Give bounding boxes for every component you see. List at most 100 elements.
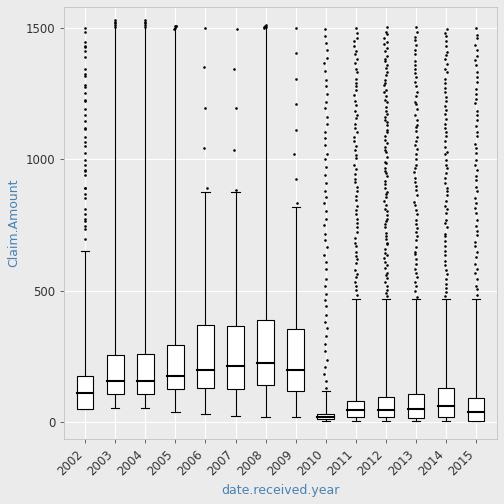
Point xyxy=(81,125,89,134)
Point xyxy=(322,384,330,392)
Point xyxy=(382,86,390,94)
Point xyxy=(382,183,390,192)
Point xyxy=(262,21,270,29)
Point xyxy=(413,293,421,301)
Point xyxy=(472,149,480,157)
Bar xyxy=(468,399,484,421)
Point xyxy=(412,41,420,49)
Point xyxy=(443,48,451,56)
Point xyxy=(411,287,419,295)
Point xyxy=(472,95,480,103)
Point xyxy=(382,71,390,79)
Point xyxy=(350,161,358,169)
Point xyxy=(381,47,389,55)
Point xyxy=(383,43,391,51)
Point xyxy=(382,190,390,198)
Point xyxy=(441,55,449,63)
Point xyxy=(413,116,421,124)
Bar xyxy=(77,376,93,409)
Point xyxy=(471,242,479,250)
Point xyxy=(442,129,450,137)
Point xyxy=(81,225,89,233)
Point xyxy=(382,28,390,36)
Point xyxy=(81,72,89,80)
Point xyxy=(412,155,420,163)
Point xyxy=(263,23,271,31)
Point xyxy=(381,157,389,165)
Point xyxy=(81,117,89,125)
Point xyxy=(352,253,360,261)
Point xyxy=(473,73,481,81)
Point xyxy=(382,136,390,144)
Point xyxy=(473,34,481,42)
Point xyxy=(471,238,479,246)
Point xyxy=(442,197,450,205)
Point xyxy=(81,156,89,164)
Point xyxy=(381,167,389,175)
Point xyxy=(381,176,389,184)
Point xyxy=(232,104,240,112)
Point xyxy=(473,248,481,256)
Point xyxy=(473,78,481,86)
Bar xyxy=(258,320,274,385)
Point xyxy=(471,161,479,169)
Point xyxy=(353,33,361,41)
Point xyxy=(412,23,420,31)
Bar xyxy=(137,354,154,395)
Point xyxy=(442,106,450,114)
Point xyxy=(442,275,450,283)
Point xyxy=(353,223,361,231)
Point xyxy=(442,65,450,73)
Point xyxy=(81,210,89,218)
Point xyxy=(351,175,359,183)
Point xyxy=(261,23,269,31)
Point xyxy=(382,289,390,297)
Point xyxy=(230,146,238,154)
Point xyxy=(442,97,450,105)
Point xyxy=(291,174,299,182)
Point xyxy=(352,196,360,204)
Point xyxy=(440,257,449,265)
Point xyxy=(381,34,389,42)
Y-axis label: Claim.Amount: Claim.Amount xyxy=(7,179,20,267)
Point xyxy=(382,258,390,266)
Point xyxy=(441,79,449,87)
Point xyxy=(350,170,358,178)
Point xyxy=(473,227,481,235)
Bar xyxy=(408,395,424,418)
Point xyxy=(81,111,89,119)
Point xyxy=(321,25,329,33)
Point xyxy=(321,171,329,179)
Point xyxy=(442,29,450,37)
Point xyxy=(322,194,330,202)
Point xyxy=(412,82,420,90)
Point xyxy=(352,24,360,32)
Point xyxy=(413,273,421,281)
Point xyxy=(471,41,479,49)
Point xyxy=(473,31,481,39)
Point xyxy=(442,32,450,40)
Point xyxy=(81,194,89,202)
Point xyxy=(410,198,418,206)
Point xyxy=(81,134,89,142)
Point xyxy=(261,23,269,31)
Point xyxy=(413,88,421,96)
Point xyxy=(381,278,389,286)
Point xyxy=(171,22,179,30)
Point xyxy=(413,223,421,231)
Point xyxy=(411,33,419,41)
Bar xyxy=(167,345,183,389)
Point xyxy=(472,24,480,32)
Point xyxy=(352,206,360,214)
Point xyxy=(471,260,479,268)
Point xyxy=(472,199,480,207)
Point xyxy=(471,204,479,212)
Point xyxy=(352,273,360,281)
Point xyxy=(383,121,391,129)
Point xyxy=(81,47,89,55)
Point xyxy=(381,55,389,63)
Point xyxy=(381,143,389,151)
Point xyxy=(382,116,390,124)
Point xyxy=(351,178,359,186)
Point xyxy=(172,22,180,30)
